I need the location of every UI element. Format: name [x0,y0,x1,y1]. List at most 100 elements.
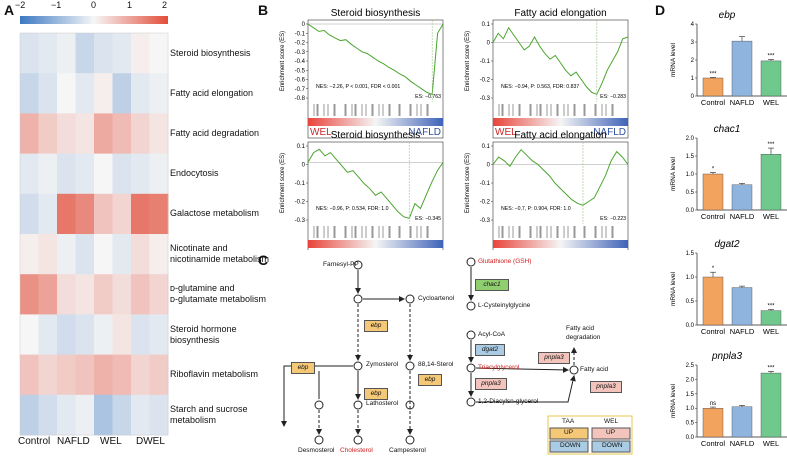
heatmap-cell [57,73,76,114]
bar-category: NAFLD [730,327,755,336]
colorbar-tick: −2 [15,0,26,10]
bar-ytick: 1.0 [686,275,695,281]
heatmap-cell [75,354,95,396]
bar-category: WEL [763,439,779,448]
node-gsh: Glutathione (GSH) [478,258,532,265]
heatmap-cell [20,274,39,315]
heatmap-cell [75,73,95,114]
bar-ytick: 2.5 [686,363,695,369]
bar-category: NAFLD [730,439,755,448]
bar-gene-title: ebp [719,10,736,21]
heatmap-cell [131,193,150,235]
gsea-title: Steroid biosynthesis [331,130,421,141]
bar [760,310,782,326]
node-fa: Fatty acid [580,366,609,373]
gsea-ytick: -0.3 [480,96,491,102]
panel-d-letter: D [655,2,666,18]
heatmap-cell [149,274,169,315]
gsea-ytick: 0.1 [297,144,306,150]
heatmap-cell [94,394,113,436]
gsea-right-label: NAFLD [408,249,441,250]
heatmap-cell [75,274,95,315]
heatmap-cell [75,193,95,235]
heatmap-cell [57,193,76,235]
heatmap-cell [94,33,113,74]
heatmap-cell [57,234,76,275]
gsea-ytick: -0.6 [295,78,306,84]
heatmap-row-label: Fatty acid elongation [170,87,254,98]
heatmap-cell [112,33,132,74]
heatmap-row-label: Riboflavin metabolism [170,369,259,380]
heatmap-row-label: ᴅ-glutamine and ᴅ-glutamate metabolism [170,283,266,305]
node-sterol8814: 88,14-Sterol [418,361,454,368]
heatmap-cell [149,193,169,235]
heatmap-cell [131,33,150,74]
gsea-ytick: 0 [302,163,306,169]
legend-taa-label: TAA [562,418,575,425]
bar-chart: chac1 0.0 0.5 1.0 1.5 2.0 mRNA level * Control NA… [670,124,787,221]
bar [731,287,753,326]
heatmap-cell [75,153,95,195]
bar-category: Control [701,439,726,448]
bar-ytick: 1.5 [686,392,695,398]
heatmap-cell [20,73,39,114]
gsea-right-label: NAFLD [408,127,441,138]
gsea-right-label: NAFLD [593,249,626,250]
heatmap-cell [20,234,39,275]
bar-ytick: 0.5 [686,299,695,305]
bar-ytick: 1.5 [686,154,695,160]
sig-label: * [712,167,715,173]
bar [760,153,782,211]
colorbar-tick: 1 [127,0,133,10]
gsea-ylabel: Enrichment score (ES) [280,153,286,213]
heatmap-cell [20,153,39,195]
heatmap-cell [149,33,169,74]
heatmap-cell [131,73,150,114]
gsea-left-label: WEL [310,127,332,138]
gsea-ytick: -0.4 [295,59,306,65]
bar-ytick: 2.0 [686,377,695,383]
node-tag: Triacylglycerol [478,364,520,371]
heatmap-row-label: Starch and sucrose metabolism [170,403,248,425]
colorbar [20,16,168,24]
gsea-title: Steroid biosynthesis [331,8,421,19]
gsea-ytick: -0.3 [295,218,306,224]
heatmap-cell [75,394,95,436]
bar-ylabel: mRNA level [670,271,677,306]
heatmap-cell [131,314,150,356]
bar-chart: pnpla3 0.0 0.5 1.0 1.5 2.0 2.5 mRNA level ns Cont… [670,351,787,448]
gsea-ytick: -0.2 [295,200,306,206]
heatmap-cell [75,234,95,275]
heatmap-border [19,32,169,436]
node-desmosterol: Desmosterol [298,447,335,454]
gsea-ytick: -0.1 [480,181,491,187]
gsea-stats: NES: −0.96, P: 0.534, FDR: 1.0 [316,206,389,212]
gsea-left-label: WEL [495,127,517,138]
node-acylcoa: Acyl-CoA [478,331,506,338]
sig-label: * [712,266,715,272]
node-cycloartenol: Cycloartenol [418,295,455,302]
bar-ytick: 0 [691,94,695,100]
legend-wel-down [591,440,631,453]
bar-category: Control [701,212,726,221]
gsea-ytick: -0.2 [480,78,491,84]
gsea-ytick: 0.1 [482,22,491,28]
gsea-ylabel: Enrichment score (ES) [465,31,471,91]
gsea-ytick: -0.2 [480,200,491,206]
gsea-ytick: -0.1 [295,31,306,37]
heatmap-cell [131,354,150,396]
bar [760,372,782,438]
gene-pnpla3: pnpla3 [590,381,622,393]
gene-ebp: ebp [418,374,442,386]
panel-a-letter: A [4,2,15,18]
heatmap-col-label: DWEL [136,436,165,447]
bar-category: NAFLD [730,212,755,221]
bar [760,60,782,97]
heatmap-cell [112,113,132,155]
legend-wel-up [591,427,631,440]
pathway-svg [281,257,633,455]
heatmap-cell [94,193,113,235]
bar [702,408,724,438]
heatmap-cells [19,32,169,436]
bar [731,40,753,97]
